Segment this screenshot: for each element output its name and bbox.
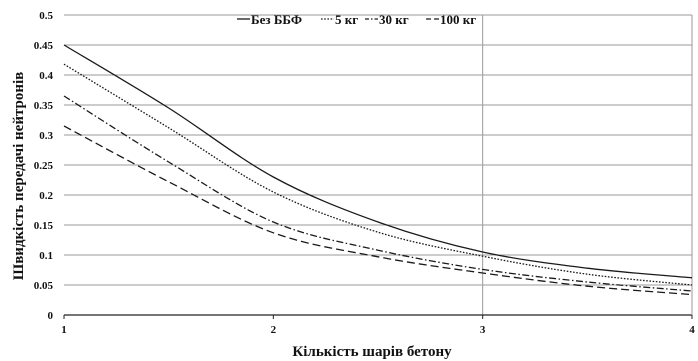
y-tick-label: 0.5 (39, 10, 53, 22)
y-tick-label: 0.45 (34, 40, 54, 52)
y-tick-label: 0.1 (39, 250, 53, 262)
legend-label-1: Без ББФ (251, 12, 302, 27)
y-axis-ticks: 0 0.05 0.1 0.15 0.2 0.25 0.3 0.35 0.4 0.45 0.5 (34, 10, 54, 322)
series-line-1 (63, 44, 693, 279)
y-tick-label: 0.05 (34, 280, 54, 292)
series-line-4 (63, 125, 693, 296)
x-axis-title: Кількість шарів бетону (292, 344, 452, 360)
y-tick-label: 0.3 (39, 130, 53, 142)
x-tick-label: 3 (480, 324, 486, 336)
y-tick-label: 0 (48, 310, 54, 322)
legend-label-4: 100 кг (440, 12, 476, 27)
x-tick-label: 2 (271, 324, 277, 336)
y-tick-label: 0.2 (39, 190, 53, 202)
axes (64, 15, 693, 316)
y-tick-label: 0.15 (34, 220, 54, 232)
legend-label-3: 30 кг (379, 12, 409, 27)
y-axis-title: Швидкість передачі нейтронів (11, 72, 27, 281)
grid-lines (64, 14, 692, 315)
series-line-3 (63, 95, 693, 292)
x-tick-label: 1 (61, 324, 67, 336)
legend: Без ББФ 5 кг 30 кг 100 кг (237, 12, 476, 27)
y-tick-label: 0.35 (34, 100, 54, 112)
y-tick-label: 0.25 (34, 160, 54, 172)
legend-label-2: 5 кг (335, 12, 358, 27)
y-tick-label: 0.4 (39, 70, 53, 82)
series-line-2 (63, 63, 693, 286)
series-lines (63, 44, 693, 296)
x-tick-label: 4 (689, 324, 695, 336)
x-axis-ticks: 1 2 3 4 (61, 315, 695, 336)
